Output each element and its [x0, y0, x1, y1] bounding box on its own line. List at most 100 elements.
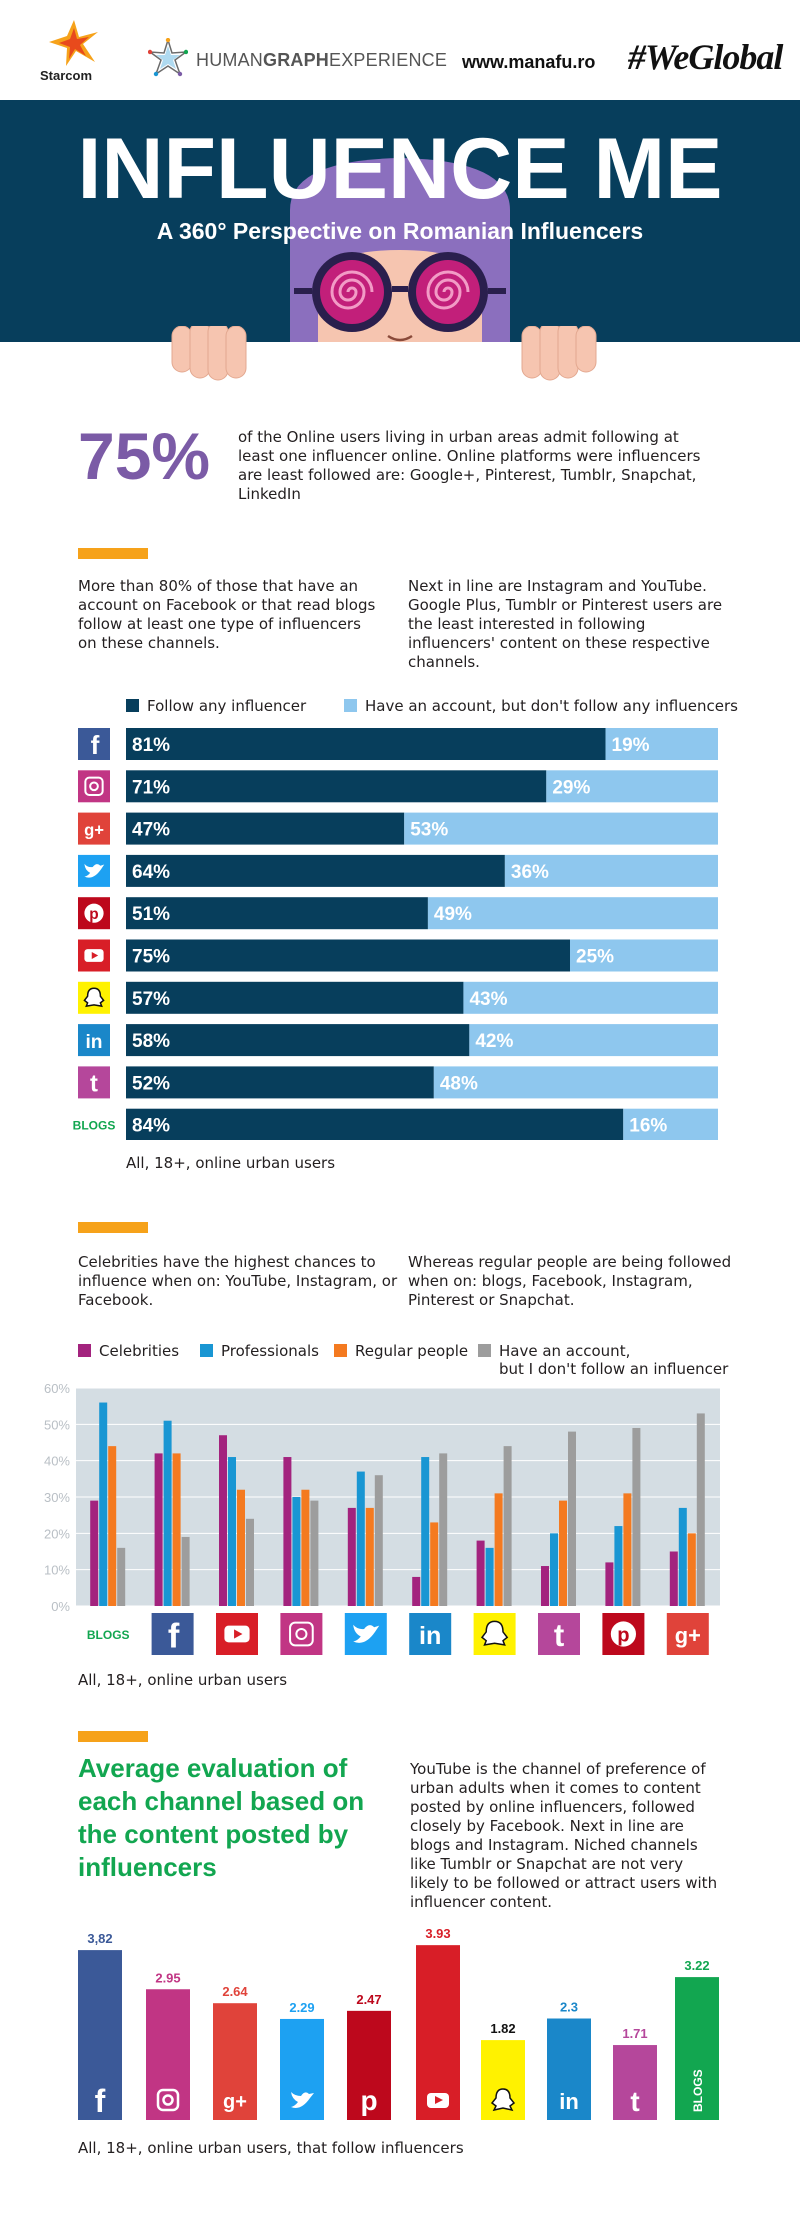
bar-follow-BLOGS — [126, 1108, 624, 1140]
bar-follow-snapchat — [126, 981, 464, 1014]
chart2-ytick: 20% — [44, 1526, 70, 1541]
bar-instagram-3 — [310, 1500, 319, 1606]
linkedin-icon: in — [559, 2089, 579, 2114]
blogs-icon: BLOGS — [73, 1119, 116, 1133]
section3-title: Average evaluation of each channel based… — [78, 1753, 365, 1882]
bar-pinterest-2 — [623, 1493, 632, 1606]
instagram-glyph-frame — [156, 2088, 180, 2112]
label-follow-linkedin: 58% — [132, 1031, 170, 1052]
bar-BLOGS-0 — [90, 1500, 99, 1606]
bar-instagram-1 — [292, 1497, 301, 1606]
bar-pinterest — [347, 2010, 391, 2120]
starcom-logo[interactable]: Starcom — [40, 18, 110, 88]
bar-BLOGS-2 — [108, 1446, 117, 1606]
value-label-tumblr: 1.71 — [622, 2026, 647, 2041]
follow-rate-stacked-bar-chart: f 81% 19% 71% 29% g+ 47% 53% 64% 36% p 51% 49% 75% 25%… — [73, 728, 718, 1140]
hero-subtitle: A 360° Perspective on Romanian Influence… — [156, 218, 644, 244]
instagram-glyph-lens — [295, 1627, 308, 1641]
label-nofollow-linkedin: 42% — [475, 1031, 513, 1052]
section2-right-text: Whereas regular people are being followe… — [408, 1253, 732, 1309]
bar-gplus-2 — [687, 1533, 696, 1606]
instagram-glyph-lens — [89, 781, 99, 792]
gplus-glyph: g+ — [675, 1623, 701, 1648]
chart2-ytick: 40% — [44, 1454, 70, 1469]
bar-gplus-0 — [669, 1551, 678, 1606]
bar-linkedin — [547, 2018, 591, 2120]
bar-nofollow-instagram — [546, 770, 718, 803]
label-follow-twitter: 64% — [132, 862, 170, 883]
label-follow-facebook: 81% — [132, 735, 170, 756]
facebook-glyph: f — [168, 1617, 180, 1655]
youtube-glyph-play — [234, 1629, 243, 1639]
bar-follow-facebook — [126, 728, 606, 760]
bar-linkedin-2 — [430, 1522, 439, 1606]
bar-youtube-0 — [219, 1435, 227, 1606]
bar-twitter-1 — [356, 1471, 365, 1606]
pinterest-glyph: p — [89, 906, 98, 923]
bar-snapchat-2 — [494, 1493, 503, 1606]
facebook-icon-bg — [78, 728, 110, 760]
gplus-glyph: g+ — [84, 821, 104, 840]
label-nofollow-tumblr: 48% — [440, 1073, 478, 1094]
hero-title: INFLUENCE ME — [77, 121, 723, 217]
hgx-word-graph: GRAPH — [263, 50, 330, 70]
hero-character-illustration — [290, 158, 510, 342]
linkedin-icon: in — [78, 1024, 110, 1057]
pinterest-glyph-disc — [610, 1621, 637, 1647]
label-follow-snapchat: 57% — [132, 989, 170, 1010]
bar-facebook — [78, 1950, 122, 2120]
gplus-icon-bg — [666, 1613, 709, 1655]
bar-facebook-1 — [163, 1420, 172, 1606]
site-url-link[interactable]: www.manafu.ro — [462, 52, 596, 72]
section2-rule — [78, 1222, 148, 1233]
youtube-glyph-play — [91, 951, 99, 960]
snapchat-icon — [78, 981, 110, 1014]
hgx-word-human: HUMAN — [196, 50, 263, 70]
pinterest-glyph: p — [617, 1625, 629, 1647]
bar-youtube-1 — [228, 1457, 236, 1606]
tumblr-icon-bg — [538, 1613, 580, 1655]
facebook-icon: f — [78, 728, 110, 760]
linkedin-glyph: in — [419, 1622, 441, 1650]
bar-nofollow-youtube — [570, 939, 718, 972]
bar-youtube-2 — [237, 1489, 245, 1606]
pinterest-icon: p — [78, 897, 110, 930]
tumblr-icon: t — [538, 1613, 580, 1655]
instagram-icon — [78, 770, 110, 803]
bar-pinterest-3 — [632, 1427, 641, 1606]
bar-tumblr-2 — [559, 1500, 567, 1606]
label-follow-pinterest: 51% — [132, 904, 170, 925]
section1-rule — [78, 548, 148, 559]
chart1-legend-nofollow: Have an account, but don't follow any in… — [344, 697, 738, 715]
hgx-star-icon — [148, 38, 188, 77]
label-nofollow-BLOGS: 16% — [629, 1116, 667, 1137]
instagram-icon — [280, 1613, 323, 1655]
chart2-legend-item: Celebrities — [78, 1342, 179, 1360]
legend-swatch — [478, 1344, 491, 1357]
bar-tumblr-3 — [568, 1431, 576, 1606]
tumblr-glyph: t — [90, 1071, 98, 1097]
bar-tumblr — [613, 2045, 657, 2120]
bar-follow-linkedin — [126, 1024, 470, 1057]
bar-snapchat-0 — [476, 1540, 485, 1606]
bar-follow-instagram — [126, 770, 547, 803]
instagram-glyph-frame — [289, 1621, 314, 1647]
label-follow-youtube: 75% — [132, 947, 170, 968]
bar-nofollow-snapchat — [463, 981, 718, 1014]
chart2-legend-item: Have an account, but I don't follow an in… — [478, 1342, 728, 1378]
bar-pinterest-1 — [614, 1526, 623, 1606]
section2-left-text: Celebrities have the highest chances to … — [78, 1253, 398, 1309]
section3-rule — [78, 1731, 148, 1742]
legend-label: Professionals — [221, 1342, 319, 1360]
chart2-ytick: 50% — [44, 1417, 70, 1432]
tumblr-icon: t — [630, 2086, 639, 2117]
legend-label: Regular people — [355, 1342, 469, 1360]
chart2-legend-item: Professionals — [200, 1342, 319, 1360]
facebook-glyph: f — [95, 2083, 106, 2119]
legend-swatch — [78, 1344, 91, 1357]
youtube-icon — [78, 939, 110, 972]
section1-right-text: Next in line are Instagram and YouTube. … — [408, 577, 723, 671]
linkedin-glyph: in — [559, 2089, 579, 2114]
value-label-gplus: 2.64 — [222, 1984, 248, 1999]
twitter-glyph — [291, 2092, 314, 2108]
